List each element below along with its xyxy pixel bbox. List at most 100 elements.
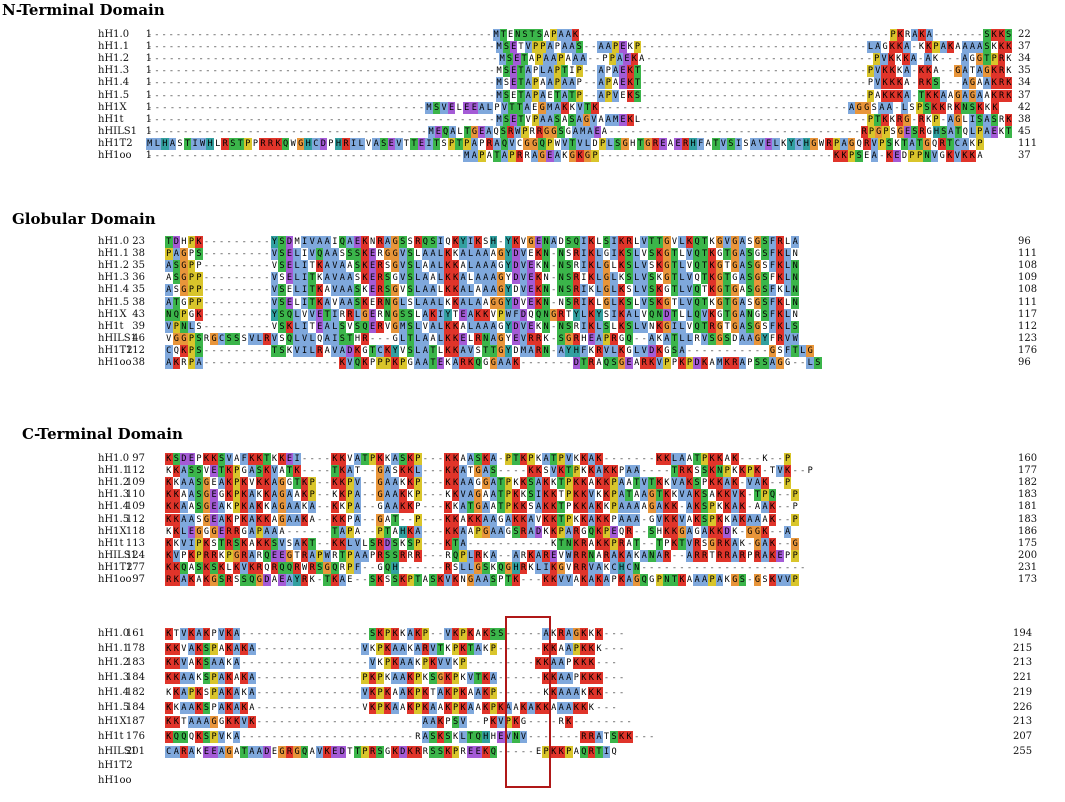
residue: S — [564, 296, 573, 309]
residue: - — [423, 78, 429, 89]
residue: K — [452, 658, 459, 669]
residue: K — [172, 465, 181, 478]
residue: S — [762, 575, 768, 585]
residue: G — [753, 272, 762, 285]
sequence-name: hH1.3 — [98, 489, 130, 501]
residue: - — [370, 126, 376, 137]
residue: E — [593, 125, 601, 138]
residue: K — [732, 466, 738, 477]
residue: K — [961, 150, 969, 162]
sequence-name: hH1.1 — [98, 642, 130, 654]
residue: G — [754, 249, 761, 260]
residue: - — [435, 30, 441, 40]
residue: V — [557, 574, 565, 586]
residue: R — [422, 746, 428, 757]
residue: K — [595, 513, 603, 526]
residue: - — [418, 54, 424, 65]
residue: T — [670, 260, 679, 273]
residue: - — [693, 114, 699, 125]
residue: K — [195, 642, 203, 655]
residue: - — [695, 126, 701, 137]
residue: K — [459, 701, 467, 714]
residue: Q — [172, 730, 181, 743]
residue: P — [414, 686, 422, 699]
residue: V — [524, 41, 532, 54]
residue: K — [549, 574, 558, 586]
residue: - — [818, 102, 825, 113]
end-position: 38 — [1018, 113, 1031, 125]
residue: - — [363, 126, 369, 137]
residue: - — [603, 687, 610, 698]
residue: G — [602, 284, 611, 297]
residue: D — [383, 537, 392, 550]
residue: - — [276, 126, 283, 137]
residue: L — [580, 308, 588, 321]
residue: A — [738, 296, 747, 309]
residue: - — [349, 30, 355, 40]
residue: P — [187, 332, 196, 345]
residue: L — [485, 101, 494, 114]
residue: G — [753, 332, 762, 345]
residue: S — [625, 272, 633, 285]
residue: K — [776, 296, 784, 309]
residue: V — [331, 272, 339, 285]
residue: K — [840, 150, 848, 162]
residue: - — [256, 114, 262, 125]
residue: R — [572, 525, 581, 538]
residue: - — [241, 309, 247, 320]
residue: - — [940, 78, 946, 89]
residue: K — [489, 716, 498, 729]
residue: P — [633, 41, 642, 54]
residue: - — [747, 562, 753, 573]
residue: E — [990, 125, 998, 138]
residue: G — [278, 477, 286, 490]
residue: P — [187, 686, 196, 699]
residue: - — [321, 66, 327, 77]
residue: S — [406, 344, 415, 357]
residue: V — [519, 730, 528, 743]
alignment-row: hH1X 1- - - - - - - - - - - - - - - - - - - - - - - - - - - - - - - - - - -… — [0, 101, 1065, 114]
residue: - — [147, 151, 153, 161]
residue: - — [445, 114, 451, 125]
residue: G — [538, 150, 546, 162]
residue: - — [324, 466, 330, 477]
residue: - — [399, 30, 405, 40]
residue: R — [376, 537, 384, 550]
residue: - — [369, 333, 376, 344]
residue: A — [557, 344, 565, 357]
residue: K — [724, 575, 730, 585]
residue: K — [519, 701, 528, 714]
residue: P — [414, 672, 422, 685]
residue: T — [753, 489, 762, 502]
residue: - — [467, 78, 473, 89]
residue: - — [309, 629, 315, 639]
residue: - — [328, 102, 334, 113]
residue: R — [474, 549, 482, 562]
residue: - — [773, 90, 779, 101]
residue: - — [388, 102, 394, 113]
residue: L — [962, 114, 968, 125]
residue: V — [783, 574, 792, 586]
residue: - — [248, 30, 254, 40]
residue: - — [750, 102, 757, 113]
residue: T — [700, 320, 709, 333]
residue: A — [248, 672, 256, 685]
residue: A — [391, 477, 399, 490]
residue: M — [425, 101, 433, 114]
residue: K — [483, 550, 489, 561]
residue: - — [317, 687, 323, 698]
residue: H — [354, 333, 361, 344]
residue: - — [313, 126, 319, 137]
residue: - — [736, 66, 743, 77]
residue: - — [732, 345, 738, 356]
residue: K — [451, 489, 460, 502]
residue: - — [455, 54, 461, 65]
residue: K — [708, 248, 716, 261]
residue: R — [573, 261, 579, 272]
residue: - — [588, 717, 594, 728]
residue: L — [437, 345, 444, 356]
residue: P — [406, 574, 415, 586]
residue: A — [196, 575, 202, 585]
residue: - — [161, 78, 167, 89]
residue: - — [211, 249, 217, 260]
